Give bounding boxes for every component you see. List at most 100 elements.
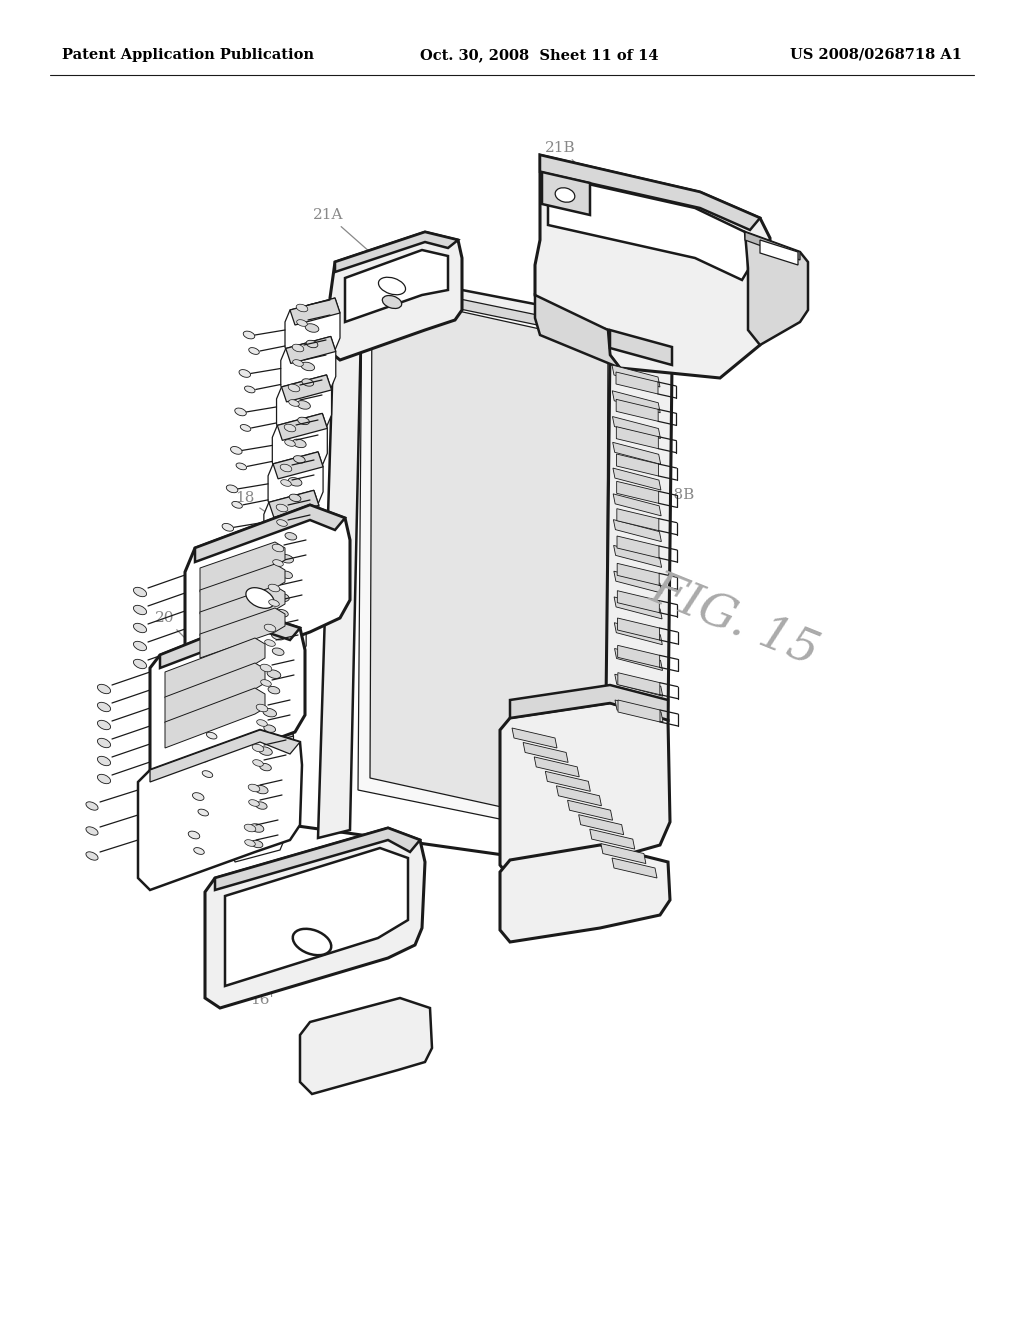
Polygon shape [579, 814, 624, 834]
Ellipse shape [272, 648, 284, 656]
Text: 21B: 21B [545, 141, 585, 172]
Text: Patent Application Publication: Patent Application Publication [62, 48, 314, 62]
Polygon shape [612, 417, 660, 438]
Polygon shape [610, 330, 672, 366]
Ellipse shape [268, 686, 280, 694]
Polygon shape [234, 759, 289, 824]
Polygon shape [335, 232, 458, 272]
Polygon shape [614, 623, 663, 644]
Ellipse shape [97, 756, 111, 766]
Polygon shape [616, 400, 658, 421]
Polygon shape [200, 564, 285, 614]
Polygon shape [330, 232, 462, 360]
Ellipse shape [223, 578, 233, 585]
Ellipse shape [253, 760, 263, 767]
Ellipse shape [239, 370, 251, 378]
Polygon shape [616, 372, 658, 393]
Ellipse shape [264, 624, 275, 632]
Ellipse shape [133, 623, 146, 632]
Polygon shape [278, 413, 328, 441]
Ellipse shape [244, 824, 256, 832]
Polygon shape [745, 232, 800, 260]
Polygon shape [613, 572, 662, 593]
Ellipse shape [244, 331, 255, 339]
Ellipse shape [219, 616, 229, 623]
Ellipse shape [86, 851, 98, 861]
Ellipse shape [297, 401, 310, 409]
Ellipse shape [251, 841, 263, 847]
Ellipse shape [97, 775, 111, 784]
Polygon shape [195, 506, 345, 562]
Polygon shape [358, 279, 620, 342]
Ellipse shape [222, 524, 233, 531]
Ellipse shape [293, 359, 303, 367]
Polygon shape [760, 240, 798, 265]
Ellipse shape [271, 631, 285, 640]
Polygon shape [616, 454, 658, 477]
Ellipse shape [234, 408, 247, 416]
Ellipse shape [214, 601, 225, 609]
Polygon shape [240, 759, 289, 787]
Polygon shape [138, 730, 302, 890]
Polygon shape [251, 606, 306, 669]
Polygon shape [269, 490, 318, 517]
Ellipse shape [281, 572, 293, 578]
Polygon shape [318, 282, 362, 838]
Ellipse shape [86, 826, 98, 836]
Polygon shape [370, 292, 608, 830]
Ellipse shape [555, 187, 574, 202]
Polygon shape [150, 730, 300, 781]
Ellipse shape [305, 323, 318, 333]
Ellipse shape [272, 560, 284, 566]
Ellipse shape [248, 784, 260, 792]
Polygon shape [614, 675, 663, 696]
Text: 16': 16' [250, 968, 290, 1007]
Polygon shape [612, 858, 657, 878]
Ellipse shape [133, 587, 146, 597]
Ellipse shape [284, 516, 298, 524]
Polygon shape [535, 154, 770, 378]
Polygon shape [252, 644, 302, 671]
Polygon shape [200, 543, 285, 591]
Polygon shape [205, 828, 425, 1008]
Ellipse shape [97, 684, 111, 694]
Polygon shape [567, 800, 612, 820]
Polygon shape [150, 615, 305, 785]
Polygon shape [617, 564, 659, 585]
Ellipse shape [293, 440, 306, 447]
Polygon shape [542, 172, 590, 215]
Ellipse shape [289, 400, 299, 407]
Polygon shape [612, 391, 660, 413]
Ellipse shape [226, 484, 238, 492]
Polygon shape [340, 268, 628, 350]
Ellipse shape [289, 494, 301, 502]
Ellipse shape [133, 642, 146, 651]
Polygon shape [615, 700, 663, 722]
Ellipse shape [259, 747, 272, 755]
Polygon shape [160, 615, 300, 668]
Ellipse shape [202, 771, 213, 777]
Ellipse shape [257, 719, 267, 726]
Polygon shape [290, 298, 340, 325]
Polygon shape [225, 847, 408, 986]
Polygon shape [234, 799, 285, 825]
Ellipse shape [285, 424, 296, 432]
Ellipse shape [281, 479, 291, 486]
Polygon shape [248, 682, 298, 710]
Text: FIG. 15: FIG. 15 [644, 566, 826, 675]
Ellipse shape [245, 840, 255, 846]
Ellipse shape [237, 463, 247, 470]
Ellipse shape [250, 824, 264, 833]
Ellipse shape [288, 478, 302, 486]
Polygon shape [590, 829, 635, 849]
Ellipse shape [379, 277, 406, 294]
Ellipse shape [211, 694, 221, 701]
Ellipse shape [254, 785, 268, 793]
Polygon shape [546, 771, 590, 791]
Polygon shape [556, 785, 601, 805]
Polygon shape [616, 508, 658, 531]
Ellipse shape [201, 715, 212, 723]
Text: 18: 18 [236, 491, 282, 523]
Ellipse shape [209, 639, 221, 647]
Ellipse shape [198, 809, 209, 816]
